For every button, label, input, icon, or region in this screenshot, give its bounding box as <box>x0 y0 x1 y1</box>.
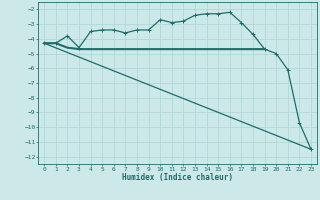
X-axis label: Humidex (Indice chaleur): Humidex (Indice chaleur) <box>122 173 233 182</box>
